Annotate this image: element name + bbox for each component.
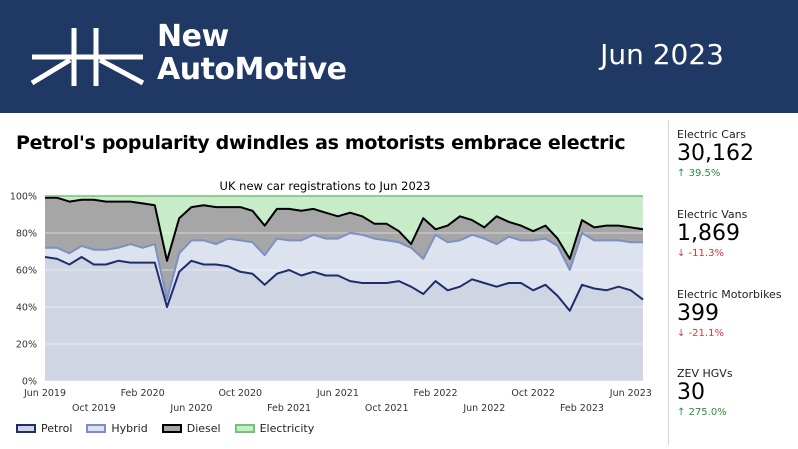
legend-label: Diesel bbox=[186, 422, 221, 435]
arrow-down-icon: ↓ bbox=[677, 328, 686, 339]
stat-value: 1,869 bbox=[677, 221, 740, 246]
stat-change-value: 39.5% bbox=[688, 168, 721, 179]
stat-label: Electric Motorbikes bbox=[677, 288, 782, 301]
logo-line-1: New bbox=[157, 19, 229, 54]
x-tick-label: Jun 2021 bbox=[316, 388, 359, 399]
y-tick-label: 100% bbox=[10, 192, 37, 203]
line-diesel bbox=[45, 196, 644, 262]
stat-label: Electric Vans bbox=[677, 208, 748, 221]
y-tick-label: 20% bbox=[16, 340, 37, 351]
stat-label: Electric Cars bbox=[677, 128, 746, 141]
x-tick-label: Jun 2023 bbox=[609, 388, 652, 399]
legend-label: Electricity bbox=[259, 422, 315, 435]
x-tick-label: Oct 2021 bbox=[365, 403, 409, 414]
x-tick-label: Jun 2020 bbox=[169, 403, 212, 414]
x-tick-label: Jun 2019 bbox=[23, 388, 66, 399]
chart-areas bbox=[45, 196, 643, 381]
arrow-up-icon: ↑ bbox=[677, 407, 686, 418]
y-tick-label: 0% bbox=[22, 377, 37, 388]
x-tick-label: Feb 2023 bbox=[560, 403, 604, 414]
x-tick-label: Feb 2021 bbox=[267, 403, 311, 414]
stat-electric-motorbikes: Electric Motorbikes 399 ↓ -21.1% bbox=[677, 288, 798, 339]
chart-lines bbox=[44, 195, 644, 312]
stat-change: ↑ 275.0% bbox=[677, 407, 798, 418]
y-tick-label: 80% bbox=[16, 229, 37, 240]
stat-electric-cars: Electric Cars 30,162 ↑ 39.5% bbox=[677, 128, 798, 179]
legend-item-electricity: Electricity bbox=[234, 422, 315, 435]
y-tick-label: 60% bbox=[16, 266, 37, 277]
report-date: Jun 2023 bbox=[600, 38, 724, 71]
chart-title: UK new car registrations to Jun 2023 bbox=[220, 179, 431, 193]
legend-swatch bbox=[16, 424, 36, 433]
stat-change-value: -11.3% bbox=[688, 248, 724, 259]
stat-value: 30,162 bbox=[677, 141, 754, 166]
legend-label: Hybrid bbox=[111, 422, 148, 435]
legend-item-petrol: Petrol bbox=[16, 422, 72, 435]
stat-electric-vans: Electric Vans 1,869 ↓ -11.3% bbox=[677, 208, 798, 259]
side-divider bbox=[668, 120, 669, 445]
stat-zev-hgvs: ZEV HGVs 30 ↑ 275.0% bbox=[677, 367, 798, 418]
stat-change-value: -21.1% bbox=[688, 328, 724, 339]
stat-change: ↓ -11.3% bbox=[677, 248, 798, 259]
legend-swatch bbox=[234, 424, 255, 433]
x-tick-label: Feb 2022 bbox=[414, 388, 458, 399]
stat-change: ↓ -21.1% bbox=[677, 328, 798, 339]
legend-item-diesel: Diesel bbox=[161, 422, 221, 435]
legend-item-hybrid: Hybrid bbox=[86, 422, 148, 435]
legend-label: Petrol bbox=[41, 422, 73, 435]
header-banner: New AutoMotive Jun 2023 bbox=[0, 0, 798, 113]
logo-wordmark: New AutoMotive bbox=[157, 20, 347, 86]
x-tick-label: Oct 2020 bbox=[218, 388, 262, 399]
stat-label: ZEV HGVs bbox=[677, 367, 733, 380]
page-title: Petrol's popularity dwindles as motorist… bbox=[16, 132, 626, 154]
stat-value: 399 bbox=[677, 301, 719, 326]
chart-legend: Petrol Hybrid Diesel Electricity bbox=[16, 422, 314, 435]
x-axis-ticks: Jun 2019 Oct 2019 Feb 2020 Jun 2020 Oct 2020… bbox=[23, 388, 652, 414]
arrow-down-icon: ↓ bbox=[677, 248, 686, 259]
line-petrol bbox=[44, 256, 644, 312]
arrow-up-icon: ↑ bbox=[677, 168, 686, 179]
y-tick-label: 40% bbox=[16, 303, 37, 314]
stat-change: ↑ 39.5% bbox=[677, 168, 798, 179]
y-axis-ticks: 0% 20% 40% 60% 80% 100% bbox=[10, 192, 37, 388]
logo-line-2: AutoMotive bbox=[157, 52, 347, 87]
legend-swatch bbox=[86, 424, 107, 433]
stat-value: 30 bbox=[677, 380, 705, 405]
area-petrol bbox=[45, 257, 643, 381]
legend-swatch bbox=[161, 424, 182, 433]
x-tick-label: Jun 2022 bbox=[462, 403, 505, 414]
new-automotive-logo-icon bbox=[30, 28, 145, 86]
stat-change-value: 275.0% bbox=[688, 407, 727, 418]
registrations-area-chart: 0% 20% 40% 60% 80% 100% Jun 2019 Oct 2019 Feb 2… bbox=[10, 179, 652, 414]
x-tick-label: Feb 2020 bbox=[121, 388, 165, 399]
x-tick-label: Oct 2019 bbox=[72, 403, 116, 414]
x-tick-label: Oct 2022 bbox=[511, 388, 555, 399]
line-hybrid bbox=[45, 232, 643, 301]
